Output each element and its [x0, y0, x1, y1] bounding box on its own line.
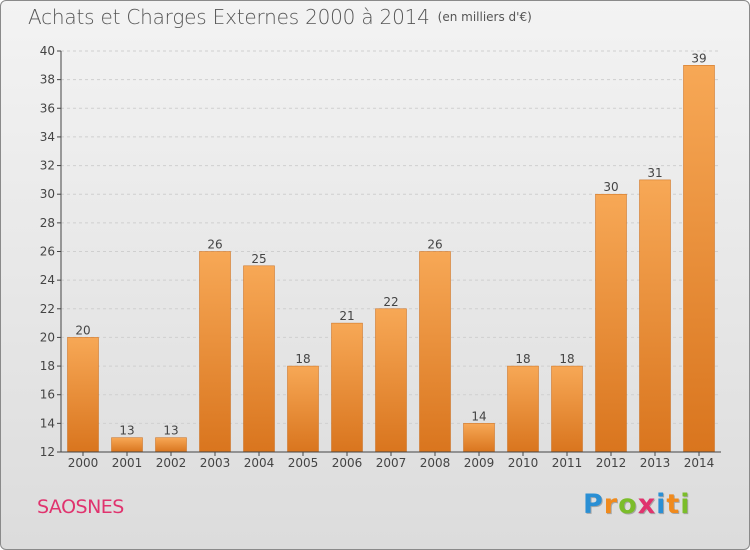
bar-2000	[67, 337, 99, 453]
x-tick-label: 2004	[244, 456, 275, 470]
x-tick-label: 2006	[332, 456, 363, 470]
logo-letter: i	[656, 489, 667, 520]
bar-value-label: 18	[515, 352, 530, 366]
y-tick-label: 28	[40, 216, 55, 230]
bar-value-label: 26	[207, 238, 222, 252]
y-tick-label: 14	[40, 416, 55, 430]
bar-value-label: 26	[427, 238, 442, 252]
bar-2002	[155, 437, 187, 453]
logo-letter: P	[583, 489, 604, 520]
y-tick-label: 40	[40, 44, 55, 58]
y-tick-label: 32	[40, 159, 55, 173]
bar-2001	[111, 437, 143, 453]
bar-value-label: 22	[383, 295, 398, 309]
y-tick-label: 38	[40, 73, 55, 87]
bar-value-label: 18	[295, 352, 310, 366]
x-tick-label: 2014	[684, 456, 715, 470]
bar-2014	[683, 65, 715, 453]
x-tick-label: 2012	[596, 456, 627, 470]
bar-value-label: 31	[647, 166, 662, 180]
bar-value-label: 14	[471, 409, 486, 423]
y-tick-label: 30	[40, 187, 55, 201]
bar-2007	[375, 308, 407, 453]
y-tick-label: 34	[40, 130, 55, 144]
x-tick-label: 2005	[288, 456, 319, 470]
x-tick-label: 2003	[200, 456, 231, 470]
y-tick-label: 12	[40, 445, 55, 459]
y-tick-label: 26	[40, 245, 55, 259]
x-tick-label: 2009	[464, 456, 495, 470]
logo-letter: r	[603, 489, 619, 520]
x-tick-label: 2001	[112, 456, 143, 470]
bar-2008	[419, 251, 451, 453]
bar-value-label: 25	[251, 252, 266, 266]
bar-value-label: 18	[559, 352, 574, 366]
bar-value-label: 13	[119, 424, 134, 438]
x-tick-label: 2002	[156, 456, 187, 470]
y-tick-label: 20	[40, 330, 55, 344]
bar-2004	[243, 265, 275, 453]
title-text: Achats et Charges Externes 2000 à 2014	[28, 5, 430, 29]
bar-2005	[287, 365, 319, 453]
x-tick-label: 2013	[640, 456, 671, 470]
chart-title: Achats et Charges Externes 2000 à 2014 (e…	[28, 5, 532, 29]
bar-value-label: 21	[339, 309, 354, 323]
bar-2006	[331, 322, 363, 453]
x-tick-label: 2000	[68, 456, 99, 470]
bar-2011	[551, 365, 583, 453]
logo-letter: x	[637, 489, 657, 520]
proxiti-logo: Proxiti	[583, 489, 691, 520]
bar-2009	[463, 423, 495, 453]
x-tick-label: 2010	[508, 456, 539, 470]
x-tick-label: 2008	[420, 456, 451, 470]
bar-value-label: 30	[603, 180, 618, 194]
bar-value-label: 20	[75, 323, 90, 337]
commune-name: SAOSNES	[37, 496, 124, 518]
y-tick-label: 18	[40, 359, 55, 373]
bar-2013	[639, 179, 671, 453]
bar-2003	[199, 251, 231, 453]
bar-2010	[507, 365, 539, 453]
y-tick-label: 24	[40, 273, 55, 287]
x-tick-label: 2007	[376, 456, 407, 470]
y-tick-label: 16	[40, 388, 55, 402]
bar-value-label: 13	[163, 424, 178, 438]
logo-letter: i	[680, 489, 691, 520]
logo-letter: o	[618, 489, 638, 520]
y-tick-label: 22	[40, 302, 55, 316]
bar-value-label: 39	[691, 51, 706, 65]
unit-text: (en milliers d'€)	[437, 10, 532, 24]
logo-letter: t	[666, 489, 681, 520]
x-tick-label: 2011	[552, 456, 583, 470]
y-tick-label: 36	[40, 101, 55, 115]
bar-2012	[595, 193, 627, 453]
